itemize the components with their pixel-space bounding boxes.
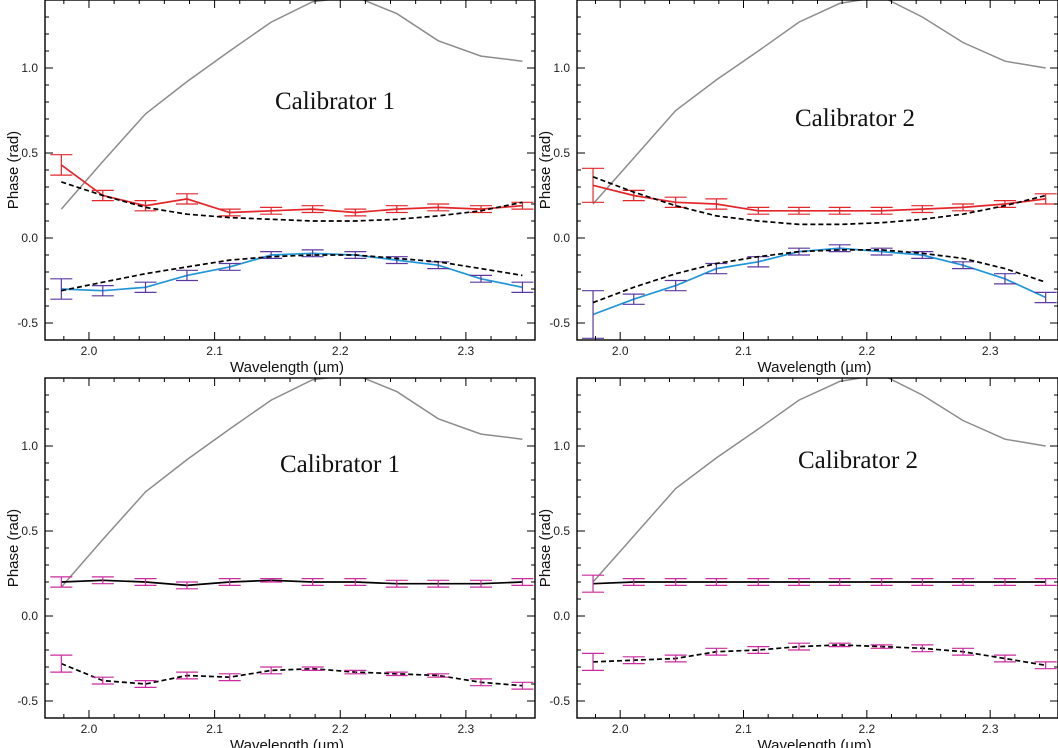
x-tick-label: 2.1 [206,344,223,358]
y-axis-label: Phase (rad) [537,509,554,587]
y-tick-label: 1.0 [553,439,570,453]
x-tick-label: 2.0 [81,344,98,358]
y-tick-label: -0.5 [17,316,38,330]
series-line [61,254,523,292]
plot-area [582,0,1057,339]
series-line [60,662,523,687]
series-line [60,164,523,214]
panel-title: Calibrator 2 [798,447,918,474]
series-line [592,176,1046,226]
x-tick-label: 2.2 [332,344,349,358]
panel-4: 2.0 2.1 2.2 2.3 -0.5 0.0 0.5 1.0 Wavelength (µm)… [537,377,1058,748]
y-tick-label: 1.0 [553,61,570,75]
panel-title: Calibrator 1 [280,451,400,478]
x-tick-label: 2.3 [982,344,999,358]
plot-frame [576,377,1058,719]
series-line [61,579,523,587]
x-tick-label: 2.1 [735,722,752,736]
y-tick-label: 0.0 [553,609,570,623]
x-tick-label: 2.3 [458,722,475,736]
x-tick-label: 2.3 [982,722,999,736]
x-axis-label: Wavelength (µm) [230,737,344,748]
panel-3: 2.0 2.1 2.2 2.3 -0.5 0.0 0.5 1.0 Wavelength (µm)… [5,377,536,748]
series-line [592,184,1046,212]
y-tick-label: -0.5 [17,694,38,708]
x-tick-label: 2.2 [858,344,875,358]
series-line [60,378,523,588]
x-axis-label: Wavelength (µm) [758,359,872,376]
y-tick-label: 1.0 [21,439,38,453]
series-line [592,644,1046,667]
series-line [592,378,1046,583]
plot-area [50,0,534,300]
series-line [592,247,1047,316]
x-tick-label: 2.0 [612,722,629,736]
panel-title: Calibrator 2 [795,105,915,132]
x-tick-label: 2.2 [332,722,349,736]
x-axis-label: Wavelength (µm) [230,359,344,376]
x-tick-label: 2.1 [735,344,752,358]
series-line [61,252,523,292]
y-tick-label: -0.5 [549,316,570,330]
x-tick-label: 2.0 [81,722,98,736]
plot-frame [576,0,1058,341]
y-tick-label: 0.0 [553,231,570,245]
y-tick-label: 1.0 [21,61,38,75]
x-tick-label: 2.3 [458,344,475,358]
y-tick-label: 0.0 [21,609,38,623]
x-tick-label: 2.2 [858,722,875,736]
y-axis-label: Phase (rad) [5,509,22,587]
y-axis-label: Phase (rad) [537,131,554,209]
series-line [60,0,523,210]
plot-area [50,378,534,690]
plot-frame [44,377,536,719]
series-line [592,249,1046,304]
y-tick-label: 0.5 [21,524,38,538]
plot-area [582,378,1057,672]
panel-1: 2.0 2.1 2.2 2.3 -0.5 0.0 0.5 1.0 Wavelength (µm)… [5,0,536,376]
series-line [592,581,1046,585]
y-tick-label: 0.5 [21,146,38,160]
x-tick-label: 2.1 [206,722,223,736]
y-tick-label: 0.0 [21,231,38,245]
panel-title: Calibrator 1 [275,88,395,115]
y-tick-label: 0.5 [553,146,570,160]
y-tick-label: 0.5 [553,524,570,538]
x-tick-label: 2.0 [612,344,629,358]
x-axis-label: Wavelength (µm) [758,737,872,748]
series-line [61,181,523,222]
panel-2: 2.0 2.1 2.2 2.3 -0.5 0.0 0.5 1.0 Wavelength (µm)… [537,0,1058,376]
y-axis-label: Phase (rad) [5,131,22,209]
y-tick-label: -0.5 [549,694,570,708]
series-line [592,0,1046,205]
